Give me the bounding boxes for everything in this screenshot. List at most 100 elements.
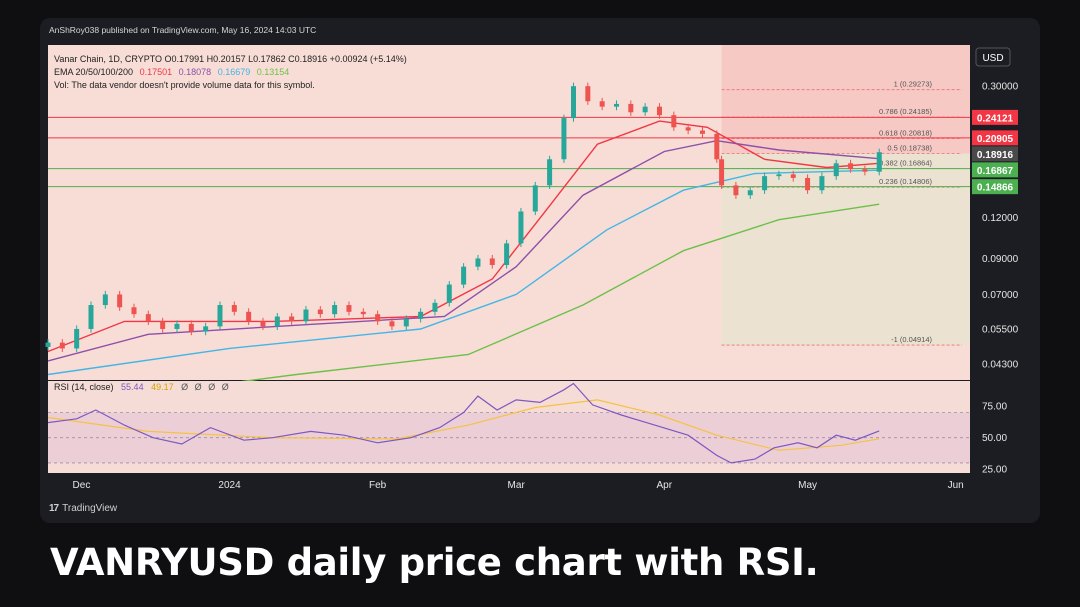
time-tick-label: Feb: [369, 480, 387, 491]
candle-body: [246, 311, 252, 322]
candle-body: [360, 311, 366, 315]
rsi-value: 55.44: [121, 382, 144, 392]
candle-body: [217, 305, 223, 327]
candle-body: [719, 159, 725, 186]
rsi-tick-label: 75.00: [982, 402, 1007, 413]
candle-body: [446, 284, 452, 303]
candle-body: [570, 86, 576, 119]
candle-body: [45, 342, 51, 347]
horizontal-levels: [48, 116, 970, 188]
candle-body: [790, 174, 796, 178]
price-tag: [972, 146, 1018, 162]
rsi-ma-line: [47, 399, 880, 451]
candle-body: [203, 326, 209, 332]
rsi-tick-label: 25.00: [982, 465, 1007, 476]
candles: [45, 82, 882, 353]
rsi-title: RSI (14, close): [54, 382, 114, 392]
time-tick-label: 2024: [218, 480, 241, 491]
candle-body: [74, 328, 80, 349]
candle-body: [671, 115, 677, 128]
candle-body: [733, 185, 739, 196]
chart-svg[interactable]: 1 (0.29273) 0.786 (0.24185) 0.618 (0.20818…: [40, 18, 1040, 523]
fib-zone-lower: [721, 153, 970, 346]
rsi-ticks: 75.00 50.00 25.00: [982, 402, 1007, 476]
legend-ema200: 0.13154: [257, 67, 290, 77]
candle-body: [102, 294, 108, 306]
candle-body: [532, 185, 538, 212]
price-tags: 0.24121 0.20905 0.18916 0.16867 0.14866: [972, 109, 1018, 195]
candle-body: [547, 159, 553, 186]
candle-body: [819, 176, 825, 191]
time-tick-label: Apr: [656, 480, 672, 491]
candle-body: [489, 258, 495, 265]
ema100-line: [47, 169, 880, 376]
candle-body: [475, 258, 481, 267]
ema200-line: [81, 203, 880, 403]
candle-body: [231, 305, 237, 312]
rsi-levels: [48, 412, 970, 464]
candle-body: [585, 86, 591, 102]
rsi-ma-value: 49.17: [151, 382, 174, 392]
candle-body: [332, 305, 338, 315]
price-tick-label: 0.30000: [982, 82, 1019, 93]
fib-label: 0.236 (0.14806): [879, 177, 932, 186]
candle-body: [656, 106, 662, 116]
candle-body: [504, 243, 510, 265]
candle-body: [461, 266, 467, 285]
time-axis[interactable]: [48, 473, 970, 495]
fib-label: 0.382 (0.16864): [879, 159, 932, 168]
candle-body: [432, 302, 438, 312]
price-axis[interactable]: [970, 45, 1032, 380]
candle-body: [346, 305, 352, 312]
price-tag: [972, 162, 1018, 178]
candle-body: [561, 118, 567, 160]
price-tag: [972, 109, 1018, 125]
candle-body: [762, 176, 768, 191]
candle-body: [145, 314, 151, 322]
chart-caption: VANRYUSD daily price chart with RSI.: [50, 541, 819, 584]
candle-body: [747, 190, 753, 196]
candle-body: [389, 321, 395, 327]
ema50-line: [47, 139, 880, 362]
candle-body: [260, 321, 266, 327]
legend-ema: EMA 20/50/100/200 0.17501 0.18078 0.1667…: [54, 67, 289, 77]
rsi-na-3: Ø: [208, 382, 215, 392]
candle-body: [289, 316, 295, 322]
publisher-line: AnShRoy038 published on TradingView.com,…: [49, 25, 317, 35]
price-tag-label: 0.20905: [977, 134, 1014, 145]
legend-vol: Vol: The data vendor doesn't provide vol…: [54, 80, 315, 90]
rsi-na-4: Ø: [222, 382, 229, 392]
time-tick-label: Jun: [948, 480, 964, 491]
candle-body: [714, 133, 720, 160]
price-tick-label: 0.12000: [982, 213, 1019, 224]
tradingview-footer-label: TradingView: [62, 503, 118, 514]
time-tick-label: Mar: [508, 480, 526, 491]
price-tag-label: 0.14866: [977, 183, 1014, 194]
fib-label: 0.618 (0.20818): [879, 128, 932, 137]
legend-ema20: 0.17501: [140, 67, 173, 77]
candle-body: [188, 323, 194, 332]
candle-body: [805, 177, 811, 191]
rsi-legend: RSI (14, close) 55.44 49.17 Ø Ø Ø Ø: [54, 382, 229, 392]
fib-label: 0.786 (0.24185): [879, 107, 932, 116]
tradingview-logo[interactable]: 17 TradingView: [49, 503, 117, 514]
candle-body: [518, 211, 524, 244]
rsi-axis[interactable]: [970, 381, 1032, 473]
price-tag: [972, 130, 1018, 146]
fib-label: 1 (0.29273): [894, 80, 933, 89]
price-ticks: 0.30000 0.12000 0.09000 0.07000 0.05500 0.043…: [982, 82, 1019, 371]
price-tick-label: 0.04300: [982, 360, 1019, 371]
ema20-line: [47, 120, 880, 353]
fib-label: 0.5 (0.18738): [887, 144, 932, 153]
chart-card: AnShRoy038 published on TradingView.com,…: [40, 18, 1040, 523]
fib-label: -1 (0.04914): [891, 335, 932, 344]
legend-ema-prefix: EMA 20/50/100/200: [54, 67, 133, 77]
price-tick-label: 0.09000: [982, 254, 1019, 265]
candle-body: [317, 309, 323, 315]
candle-body: [776, 174, 782, 177]
candle-body: [833, 163, 839, 177]
price-tick-label: 0.05500: [982, 324, 1019, 335]
candle-body: [599, 101, 605, 107]
price-tag-label: 0.18916: [977, 150, 1014, 161]
currency-button[interactable]: [975, 47, 1011, 67]
